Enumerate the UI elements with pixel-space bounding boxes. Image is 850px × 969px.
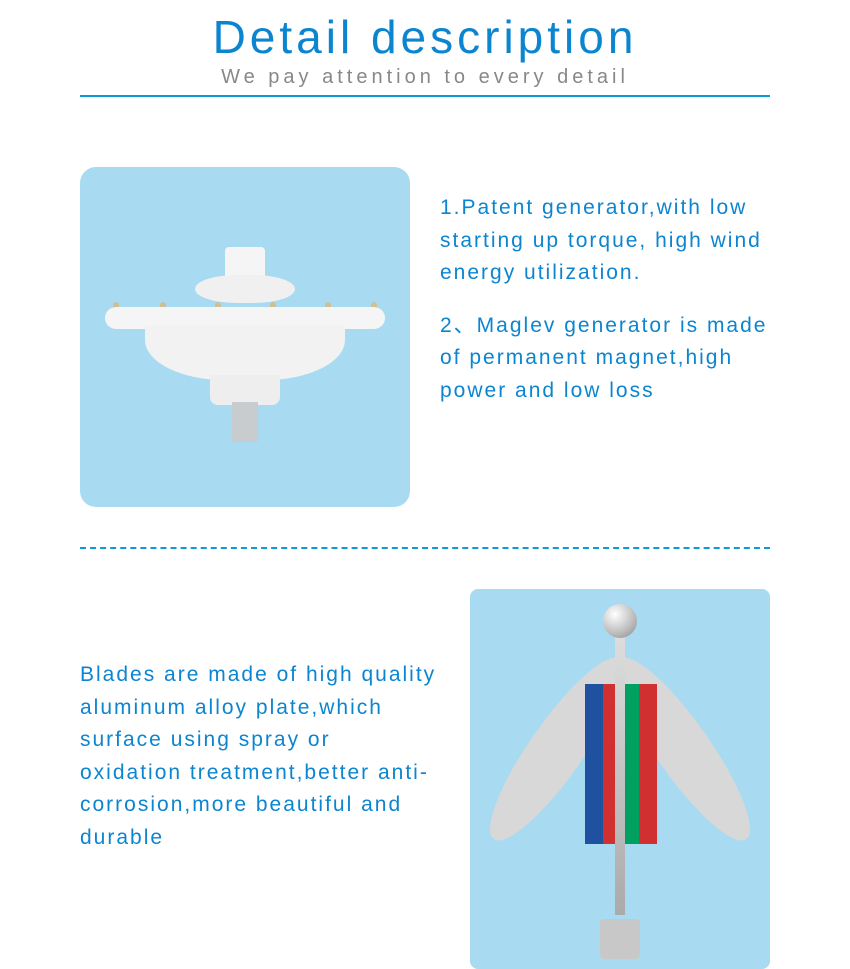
generator-illustration	[105, 247, 385, 427]
generator-para-1: 1.Patent generator,with low starting up …	[440, 192, 770, 290]
generator-image	[80, 167, 410, 507]
blades-para: Blades are made of high quality aluminum…	[80, 659, 440, 854]
turbine-illustration	[490, 599, 750, 959]
section-divider	[80, 547, 770, 549]
generator-text: 1.Patent generator,with low starting up …	[440, 167, 770, 427]
section-generator: 1.Patent generator,with low starting up …	[80, 167, 770, 507]
header-divider	[80, 95, 770, 97]
turbine-image	[470, 589, 770, 969]
blades-text: Blades are made of high quality aluminum…	[80, 589, 440, 874]
section-blades: Blades are made of high quality aluminum…	[80, 589, 770, 969]
generator-para-2: 2、Maglev generator is made of permanent …	[440, 310, 770, 408]
page-subtitle: We pay attention to every detail	[80, 66, 770, 89]
page-title: Detail description	[80, 10, 770, 64]
